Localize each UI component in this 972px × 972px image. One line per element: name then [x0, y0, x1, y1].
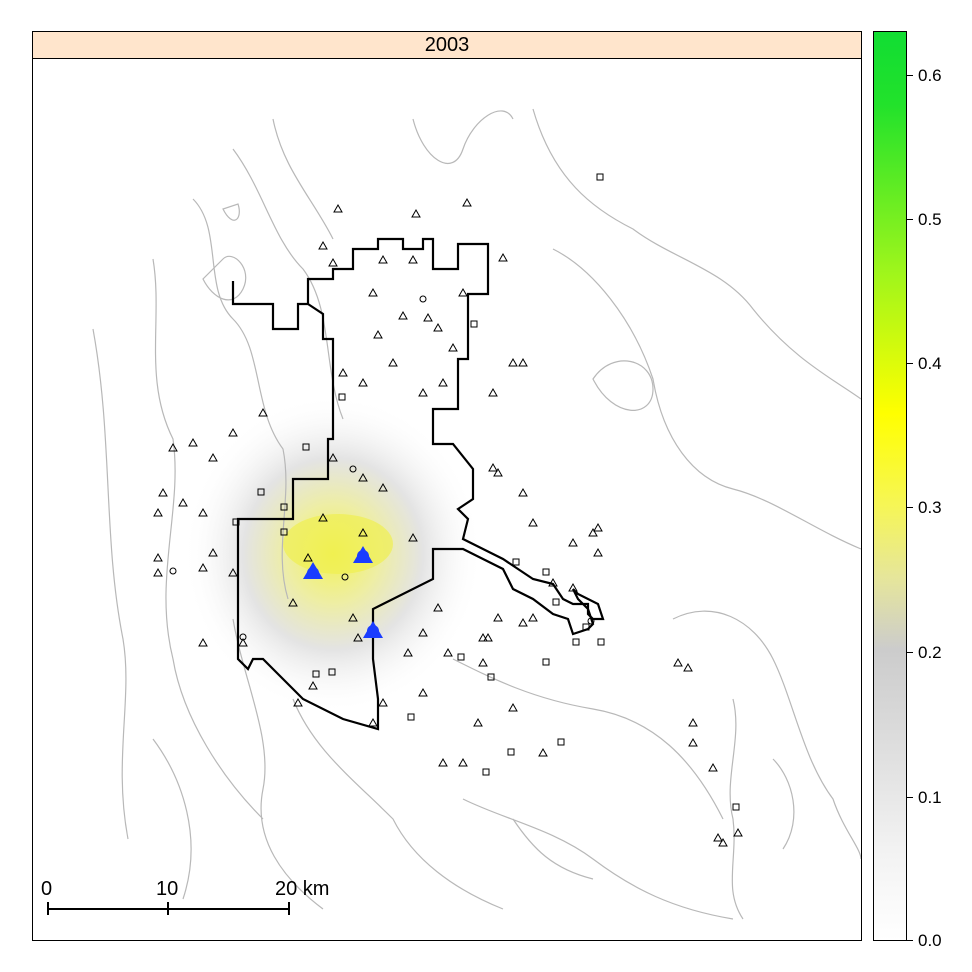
- colorbar-tick: [907, 940, 913, 941]
- scale-bar-tick: [47, 902, 49, 915]
- colorbar-tick: [907, 75, 913, 76]
- square-markers: [232, 173, 740, 811]
- scale-bar-tick: [167, 902, 169, 915]
- scale-label-10: 10: [156, 878, 179, 900]
- highlight-circle: [307, 567, 319, 579]
- scale-label-20: 20 km: [275, 878, 330, 900]
- circle-markers: [169, 295, 595, 641]
- colorbar-label: 0.0: [918, 931, 942, 950]
- colorbar-label: 0.4: [918, 354, 942, 373]
- triangle-markers: [153, 197, 743, 847]
- colorbar: [873, 31, 907, 941]
- highlighted-sites: [303, 546, 383, 638]
- colorbar-label: 0.6: [918, 66, 942, 85]
- colorbar-tick: [907, 652, 913, 653]
- colorbar-tick: [907, 219, 913, 220]
- colorbar-tick: [907, 363, 913, 364]
- site-markers: [153, 173, 743, 847]
- colorbar-label: 0.3: [918, 498, 942, 517]
- map-panel: 2003: [32, 31, 862, 941]
- colorbar-label: 0.1: [918, 788, 942, 807]
- panel-title-strip: 2003: [33, 32, 861, 59]
- colorbar-label: 0.5: [918, 210, 942, 229]
- study-area-boundary: [231, 237, 605, 731]
- scale-label-0: 0: [41, 878, 53, 900]
- colorbar-tick: [907, 797, 913, 798]
- map-canvas: [92, 108, 861, 920]
- colorbar-label: 0.2: [918, 643, 942, 662]
- scale-bar-tick: [288, 902, 290, 915]
- colorbar-tick: [907, 507, 913, 508]
- highlight-circle: [357, 550, 369, 562]
- density-hotspot-core: [283, 514, 393, 574]
- highlight-circle: [367, 625, 379, 637]
- terrain-contours: [92, 108, 861, 920]
